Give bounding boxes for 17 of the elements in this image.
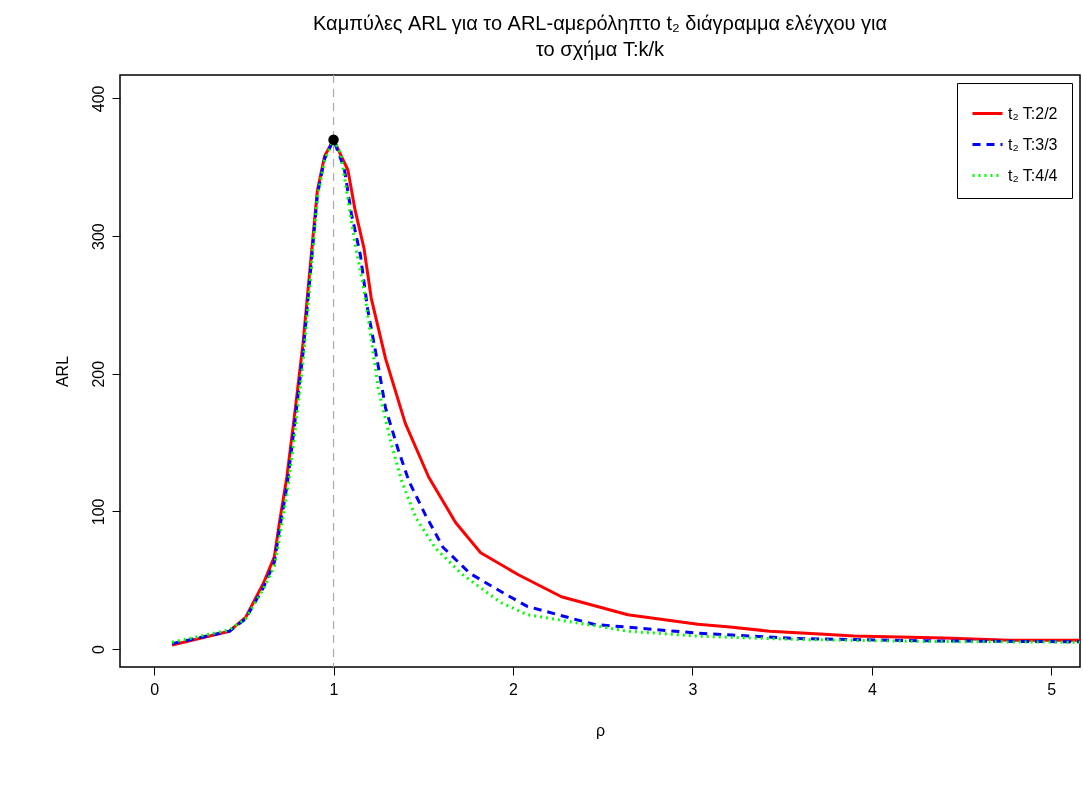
y-tick-label: 100: [89, 498, 107, 526]
chart-title: Καμπύλες ARL για το ARL-αμερόληπτο t₂ διάγραμμα ελέγχου για το σχήμα T:k/k: [312, 12, 888, 61]
x-tick-label: 5: [1047, 680, 1057, 698]
x-tick-label: 0: [150, 680, 160, 698]
x-tick-label: 1: [329, 680, 339, 698]
y-tick-label: 200: [89, 360, 107, 388]
legend-label: t₂ T:4/4: [1008, 166, 1058, 184]
legend-label: t₂ T:3/3: [1008, 135, 1058, 153]
y-tick-label: 300: [89, 223, 107, 250]
x-tick-label: 3: [688, 680, 698, 698]
x-tick-label: 4: [867, 680, 877, 698]
y-tick-label: 400: [89, 85, 107, 113]
x-tick-label: 2: [509, 680, 519, 698]
y-tick-label: 0: [89, 645, 107, 655]
y-axis-title: ARL: [53, 355, 71, 388]
x-axis-title: ρ: [595, 721, 606, 739]
legend-label: t₂ T:2/2: [1008, 104, 1058, 122]
